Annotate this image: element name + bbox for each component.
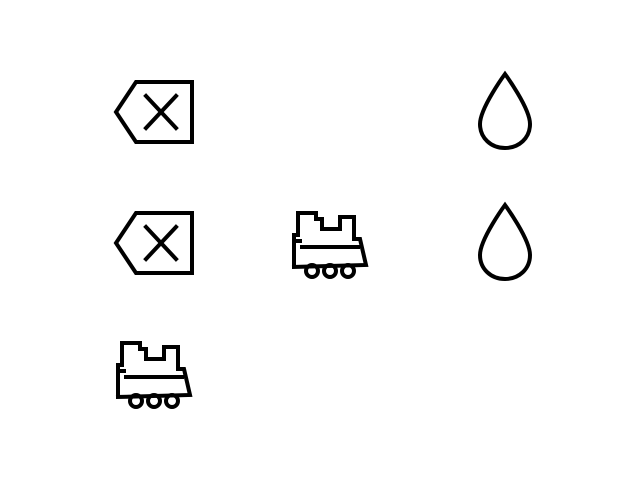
water-drop-icon-svg <box>477 70 533 151</box>
backspace-icon[interactable] <box>112 78 196 146</box>
water-drop-icon[interactable] <box>472 70 538 154</box>
backspace-icon[interactable] <box>112 209 196 277</box>
train-icon[interactable] <box>112 339 196 411</box>
backspace-icon-svg <box>113 80 194 144</box>
train-icon[interactable] <box>288 209 372 281</box>
water-drop-icon[interactable] <box>472 201 538 285</box>
train-icon-svg <box>115 341 193 409</box>
water-drop-icon-svg <box>477 201 533 282</box>
backspace-icon-svg <box>113 211 194 275</box>
train-icon-svg <box>291 211 369 279</box>
